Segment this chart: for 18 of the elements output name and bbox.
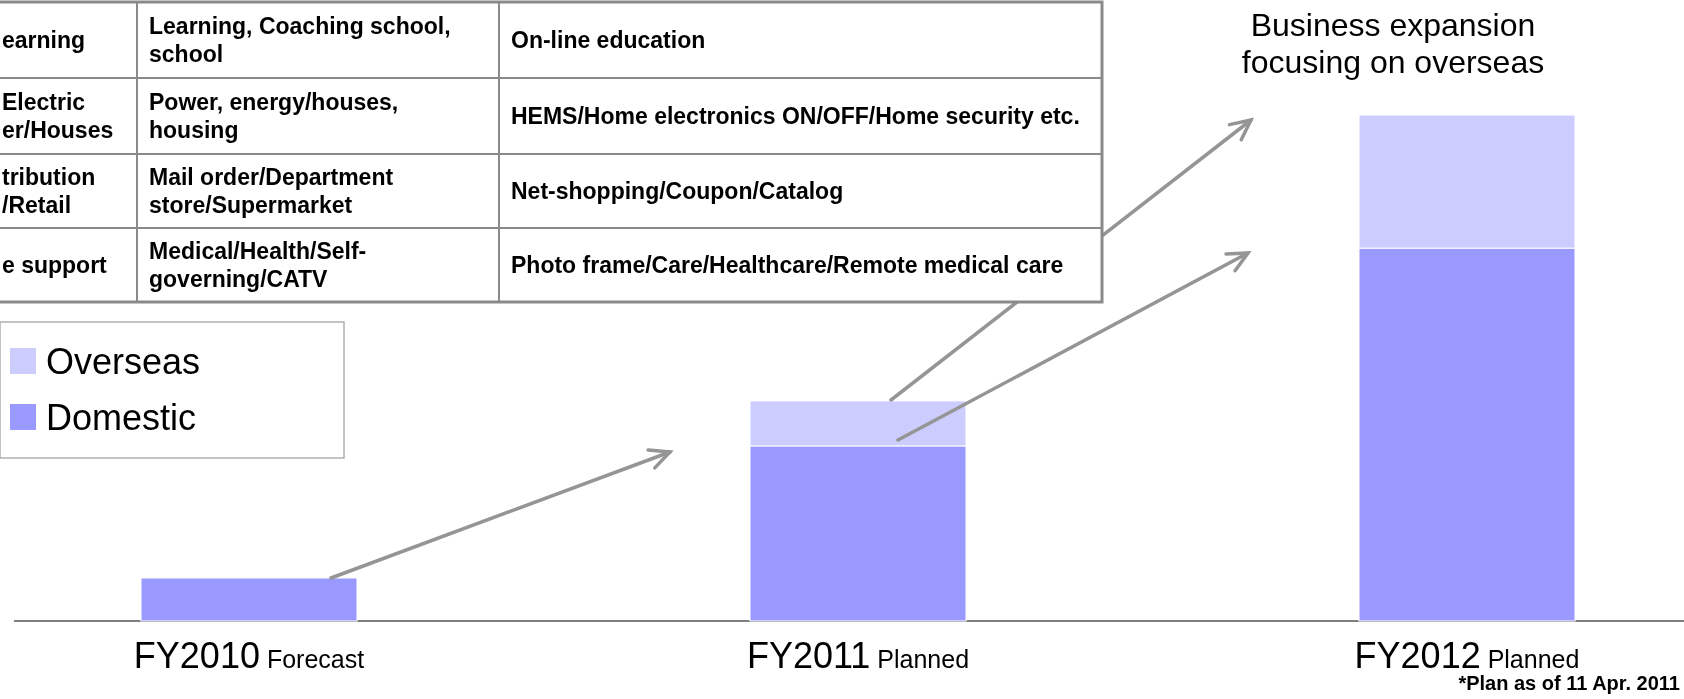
annotation: tribution /Retail (2, 164, 96, 218)
annotation: Medical/Health/Self-governing/CATV (149, 238, 367, 292)
text: Business expansion focusing on overseas (1241, 7, 1545, 80)
annotation: e support (2, 252, 108, 278)
text: Learning, Coaching school, school (149, 13, 451, 67)
bar (140, 577, 358, 622)
legend-label: Domestic (46, 397, 197, 438)
annotation: Net-shopping/Coupon/Catalog (511, 178, 844, 204)
annotation: Power, energy/houses, housing (149, 89, 399, 143)
annotation: Mail order/Department store/Supermarket (149, 164, 394, 218)
text: earning (2, 27, 86, 53)
legend-label: Overseas (46, 341, 201, 382)
annotation: Photo frame/Care/Healthcare/Remote medical care (511, 252, 1064, 278)
x-tick-label: FY2011 Planned (746, 635, 970, 676)
annotation: Electric er/Houses (2, 89, 114, 143)
x-tick-label: FY2010 Forecast (133, 635, 365, 676)
text: On-line education (511, 27, 706, 53)
annotation: HEMS/Home electronics ON/OFF/Home security etc. (511, 103, 1080, 129)
